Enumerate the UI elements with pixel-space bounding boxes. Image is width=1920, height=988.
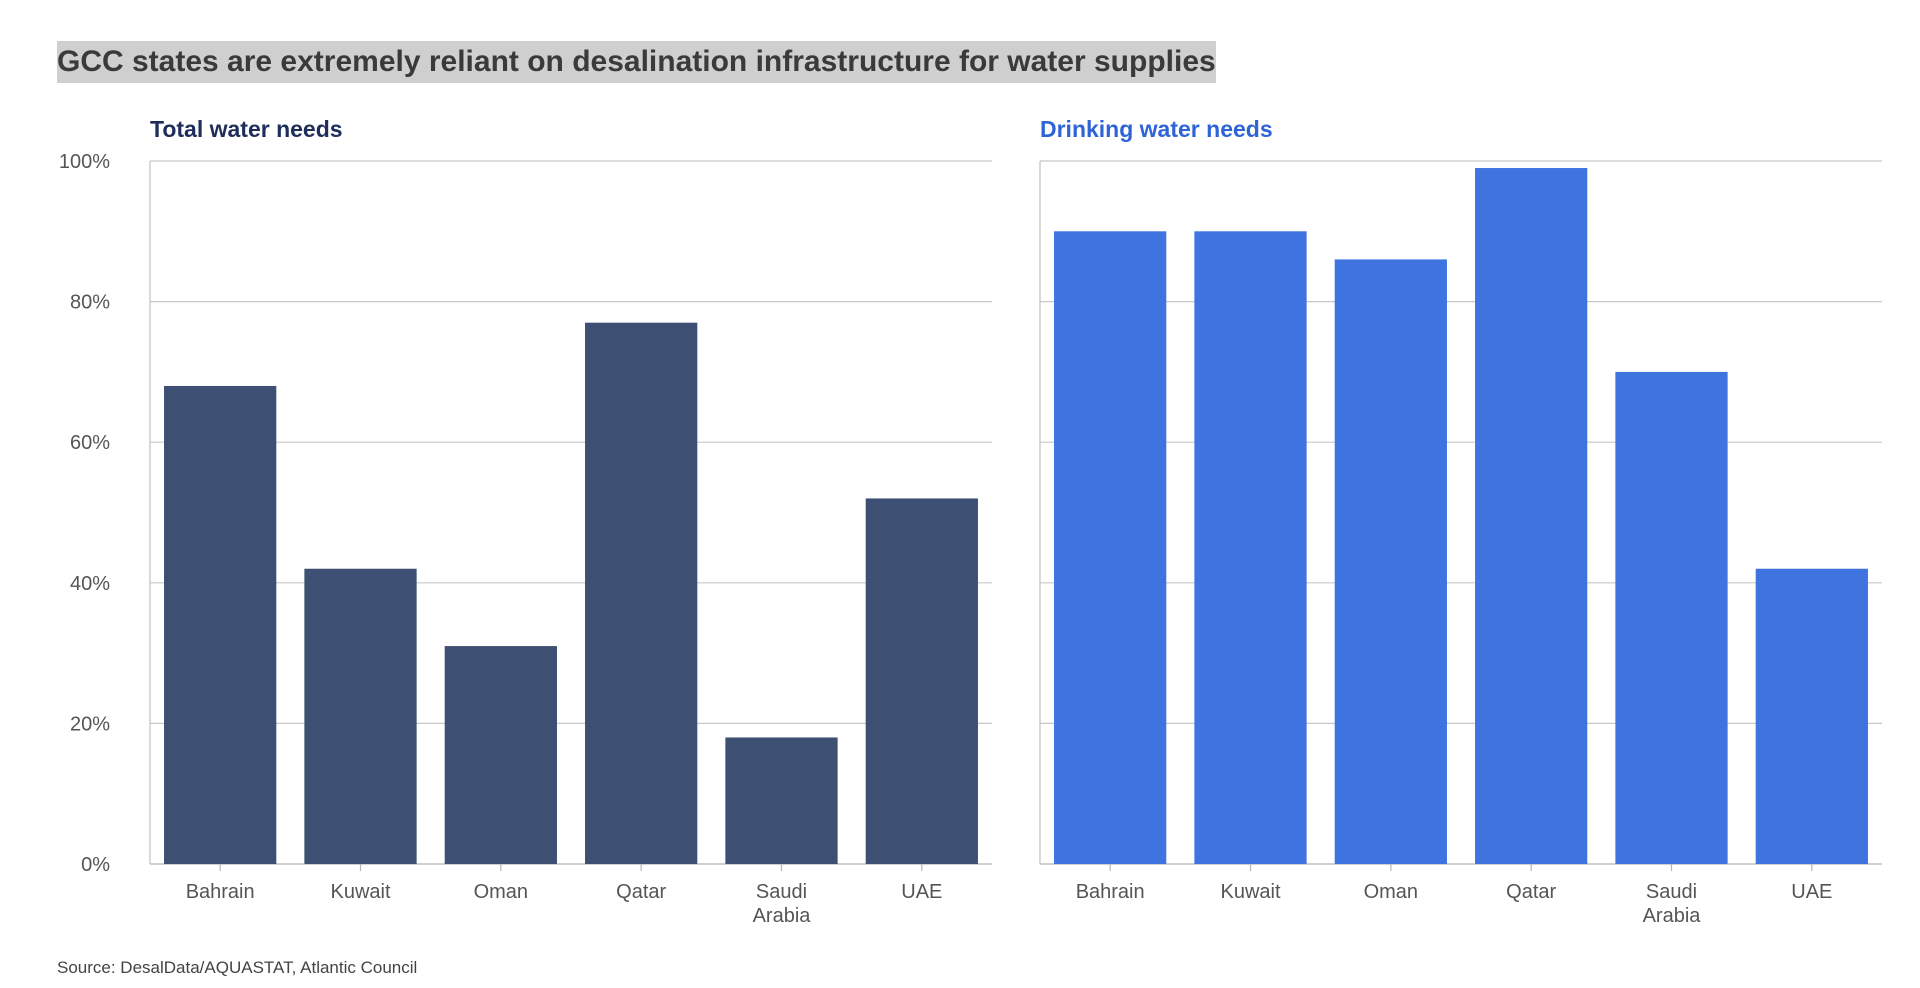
bar-kuwait: [1194, 231, 1307, 865]
bar-bahrain: [1054, 231, 1167, 865]
y-tick-label: 60%: [70, 432, 110, 454]
bar-uae: [865, 498, 978, 864]
x-tick-label: Saudi: [756, 881, 807, 903]
x-tick-label: Oman: [474, 881, 528, 903]
x-tick-label: Arabia: [753, 905, 812, 927]
x-tick-label: Kuwait: [330, 881, 390, 903]
bar-oman: [444, 646, 557, 864]
source-note: Source: DesalData/AQUASTAT, Atlantic Cou…: [57, 958, 418, 977]
bar-uae: [1755, 568, 1868, 864]
y-tick-label: 100%: [59, 151, 110, 173]
x-tick-label: Saudi: [1646, 881, 1697, 903]
bar-oman: [1334, 259, 1447, 864]
x-tick-label: Qatar: [1506, 881, 1556, 903]
y-tick-label: 0%: [81, 854, 110, 876]
x-tick-label: Bahrain: [1076, 881, 1145, 903]
chart-title: GCC states are extremely reliant on desa…: [57, 41, 1216, 83]
y-tick-label: 40%: [70, 573, 110, 595]
x-tick-label: UAE: [901, 881, 942, 903]
x-tick-label: Kuwait: [1220, 881, 1280, 903]
bar-qatar: [1475, 168, 1588, 864]
x-tick-label: Oman: [1364, 881, 1418, 903]
bar-bahrain: [164, 385, 277, 864]
bar-saudi-arabia: [1615, 371, 1728, 864]
x-tick-label: Qatar: [616, 881, 666, 903]
bar-kuwait: [304, 568, 417, 864]
y-tick-label: 80%: [70, 292, 110, 314]
bar-saudi-arabia: [725, 737, 838, 864]
panel-title: Drinking water needs: [1040, 116, 1273, 142]
x-tick-label: UAE: [1791, 881, 1832, 903]
panel-title: Total water needs: [150, 116, 343, 142]
drinking-water-panel: Drinking water needs Bahrain Kuwait Oman Qat…: [1039, 116, 1882, 927]
x-tick-label: Bahrain: [186, 881, 255, 903]
total-water-panel: Total water needs 0% 20% 40% 60% 80% 100% Bahra…: [59, 116, 992, 927]
y-tick-label: 20%: [70, 713, 110, 735]
x-tick-label: Arabia: [1643, 905, 1702, 927]
bar-qatar: [585, 322, 698, 864]
